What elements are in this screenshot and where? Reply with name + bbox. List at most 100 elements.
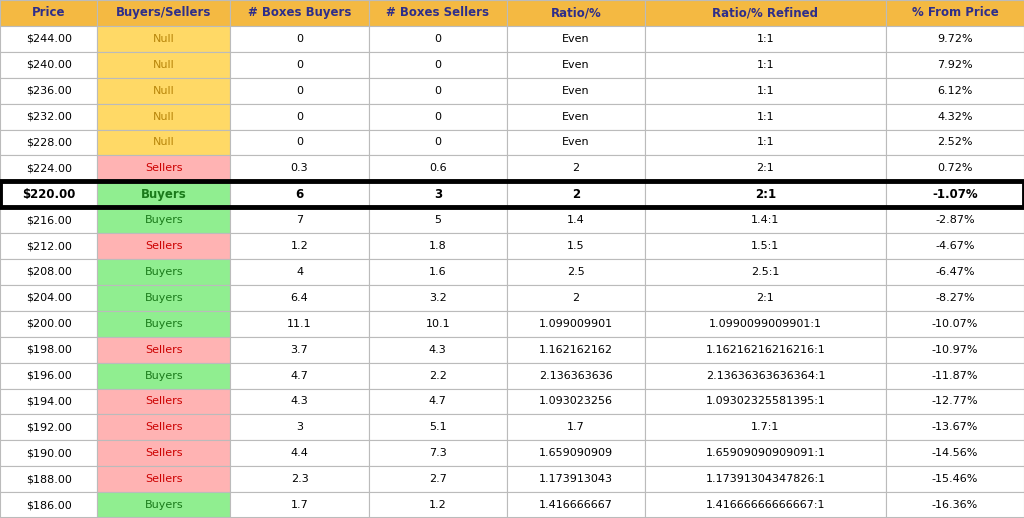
Text: # Boxes Sellers: # Boxes Sellers [386,6,489,20]
Bar [369,78,507,104]
Text: $228.00: $228.00 [26,137,72,148]
Bar [97,388,230,414]
Text: 4.7: 4.7 [429,396,446,407]
Bar [97,26,230,52]
Bar [369,207,507,233]
Text: Even: Even [562,60,590,70]
Bar [230,78,369,104]
Bar [645,78,886,104]
Text: 5: 5 [434,215,441,225]
Text: 0: 0 [296,111,303,122]
Text: 3.2: 3.2 [429,293,446,303]
Text: 1.17391304347826:1: 1.17391304347826:1 [706,474,825,484]
Bar [886,466,1024,492]
Bar [507,104,645,130]
Text: 0: 0 [296,85,303,96]
Text: Price: Price [32,6,66,20]
Text: -14.56%: -14.56% [932,448,978,458]
Bar [0,130,97,155]
Bar [369,155,507,181]
Text: 0.3: 0.3 [291,163,308,174]
Text: 0.6: 0.6 [429,163,446,174]
Text: 4: 4 [296,267,303,277]
Bar [0,181,1024,207]
Bar [507,181,645,207]
Text: Null: Null [153,60,175,70]
Text: $220.00: $220.00 [22,188,76,201]
Bar [645,130,886,155]
Text: 7.3: 7.3 [429,448,446,458]
Bar [645,285,886,311]
Text: -10.97%: -10.97% [932,344,978,355]
Text: Buyers: Buyers [144,267,183,277]
Bar [369,26,507,52]
Text: 1.173913043: 1.173913043 [539,474,613,484]
Bar [886,388,1024,414]
Text: $192.00: $192.00 [26,422,72,433]
Text: -12.77%: -12.77% [932,396,978,407]
Bar [0,388,97,414]
Text: Null: Null [153,85,175,96]
Text: 2.3: 2.3 [291,474,308,484]
Text: 4.32%: 4.32% [937,111,973,122]
Text: 0.72%: 0.72% [937,163,973,174]
Bar [507,26,645,52]
Text: -4.67%: -4.67% [935,241,975,251]
Text: 2:1: 2:1 [757,293,774,303]
Text: 1.093023256: 1.093023256 [539,396,613,407]
Text: $204.00: $204.00 [26,293,72,303]
Text: 11.1: 11.1 [287,319,312,329]
Bar [886,78,1024,104]
Bar [886,181,1024,207]
Bar [0,0,97,26]
Bar [886,440,1024,466]
Bar [97,466,230,492]
Text: $208.00: $208.00 [26,267,72,277]
Text: -1.07%: -1.07% [932,188,978,201]
Bar [645,207,886,233]
Bar [886,414,1024,440]
Text: 1.65909090909091:1: 1.65909090909091:1 [706,448,825,458]
Text: -11.87%: -11.87% [932,370,978,381]
Bar [230,337,369,363]
Bar [507,311,645,337]
Bar [369,181,507,207]
Bar [645,388,886,414]
Text: 2: 2 [572,293,580,303]
Text: 4.3: 4.3 [291,396,308,407]
Bar [0,440,97,466]
Text: Null: Null [153,111,175,122]
Bar [97,233,230,259]
Text: 1.162162162: 1.162162162 [539,344,613,355]
Bar [507,285,645,311]
Bar [97,0,230,26]
Bar [97,285,230,311]
Bar [97,130,230,155]
Bar [97,414,230,440]
Bar [507,440,645,466]
Text: Ratio/% Refined: Ratio/% Refined [713,6,818,20]
Text: 5.1: 5.1 [429,422,446,433]
Bar [230,388,369,414]
Text: Buyers: Buyers [144,293,183,303]
Bar [0,26,97,52]
Bar [369,233,507,259]
Bar [230,52,369,78]
Bar [645,440,886,466]
Text: $200.00: $200.00 [26,319,72,329]
Bar [0,492,97,518]
Bar [886,285,1024,311]
Bar [97,78,230,104]
Bar [0,363,97,388]
Text: $186.00: $186.00 [26,500,72,510]
Bar [230,181,369,207]
Bar [230,26,369,52]
Bar [507,259,645,285]
Text: Buyers: Buyers [144,319,183,329]
Bar [0,337,97,363]
Bar [886,52,1024,78]
Bar [645,492,886,518]
Text: Buyers: Buyers [144,370,183,381]
Bar [507,388,645,414]
Bar [230,311,369,337]
